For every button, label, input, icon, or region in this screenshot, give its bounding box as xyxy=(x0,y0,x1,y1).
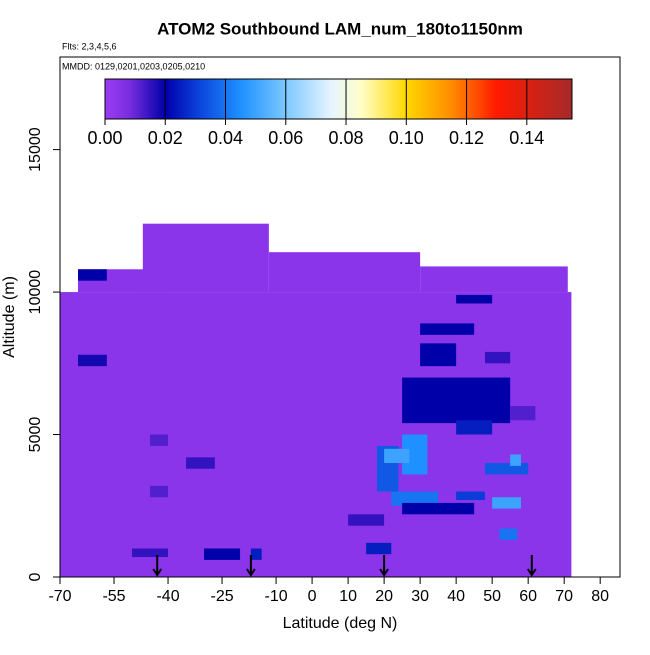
colorbar xyxy=(104,78,573,120)
x-tick-label: 40 xyxy=(447,588,465,605)
cell xyxy=(492,497,521,509)
cell xyxy=(456,420,493,435)
x-tick-label: -40 xyxy=(156,588,179,605)
arrow xyxy=(152,555,163,577)
x-tick-label: -55 xyxy=(102,588,125,605)
x-tick-label: 0 xyxy=(308,588,317,605)
cell xyxy=(250,548,262,560)
cell xyxy=(268,252,421,293)
y-tick-label: 10000 xyxy=(27,270,44,315)
arrow xyxy=(526,555,537,577)
colorbar-tick-label: 0.10 xyxy=(389,128,424,148)
cell xyxy=(420,266,568,293)
annotation: MMDD: 0129,0201,0203,0205,0210 xyxy=(62,61,205,71)
cell xyxy=(348,514,385,526)
x-tick-label: 60 xyxy=(519,588,537,605)
cell xyxy=(204,548,241,560)
cell xyxy=(391,491,439,506)
plot-frame xyxy=(59,56,621,578)
cell xyxy=(484,463,529,475)
cell xyxy=(484,351,511,364)
cell xyxy=(366,542,392,555)
cell xyxy=(402,377,511,424)
cell xyxy=(142,223,269,293)
colorbar-tick-label: 0.06 xyxy=(268,128,303,148)
cell xyxy=(150,434,169,446)
colorbar-tick-label: 0.02 xyxy=(148,128,183,148)
cell xyxy=(150,485,169,498)
x-tick-label: 80 xyxy=(591,588,609,605)
cell xyxy=(499,528,518,540)
cell xyxy=(456,294,493,304)
arrow xyxy=(379,555,389,577)
x-tick-label: 20 xyxy=(375,588,393,605)
colorbar-tick-label: 0.00 xyxy=(87,128,122,148)
x-tick-label: 10 xyxy=(339,588,357,605)
y-axis-label: Altitude (m) xyxy=(1,276,18,358)
cell xyxy=(420,343,457,367)
colorbar-tick-label: 0.12 xyxy=(449,128,484,148)
cell xyxy=(60,292,572,577)
x-axis-label: Latitude (deg N) xyxy=(283,615,398,632)
cell xyxy=(420,323,475,335)
x-tick-label: 70 xyxy=(555,588,573,605)
x-tick-label: -25 xyxy=(210,588,233,605)
chart-title: ATOM2 Southbound LAM_num_180to1150nm xyxy=(157,19,523,38)
colorbar-tick-label: 0.08 xyxy=(329,128,364,148)
cell xyxy=(132,548,169,558)
x-tick-label: -70 xyxy=(48,588,71,605)
y-tick-label: 0 xyxy=(27,572,44,581)
cell xyxy=(402,502,475,515)
colorbar-tick-label: 0.04 xyxy=(208,128,243,148)
cell xyxy=(186,457,215,469)
cell xyxy=(456,491,485,501)
y-tick-label: 5000 xyxy=(27,417,44,453)
cell xyxy=(510,406,536,421)
colorbar-tick-label: 0.14 xyxy=(509,128,544,148)
arrow xyxy=(246,555,256,577)
x-tick-label: 50 xyxy=(483,588,501,605)
cell xyxy=(510,454,521,466)
subtitle: Flts: 2,3,4,5,6 xyxy=(62,41,117,51)
y-tick-label: 15000 xyxy=(27,127,44,172)
cell xyxy=(78,269,107,281)
x-tick-label: 30 xyxy=(411,588,429,605)
cell xyxy=(78,354,107,367)
cell xyxy=(384,448,410,464)
x-tick-label: -10 xyxy=(265,588,288,605)
